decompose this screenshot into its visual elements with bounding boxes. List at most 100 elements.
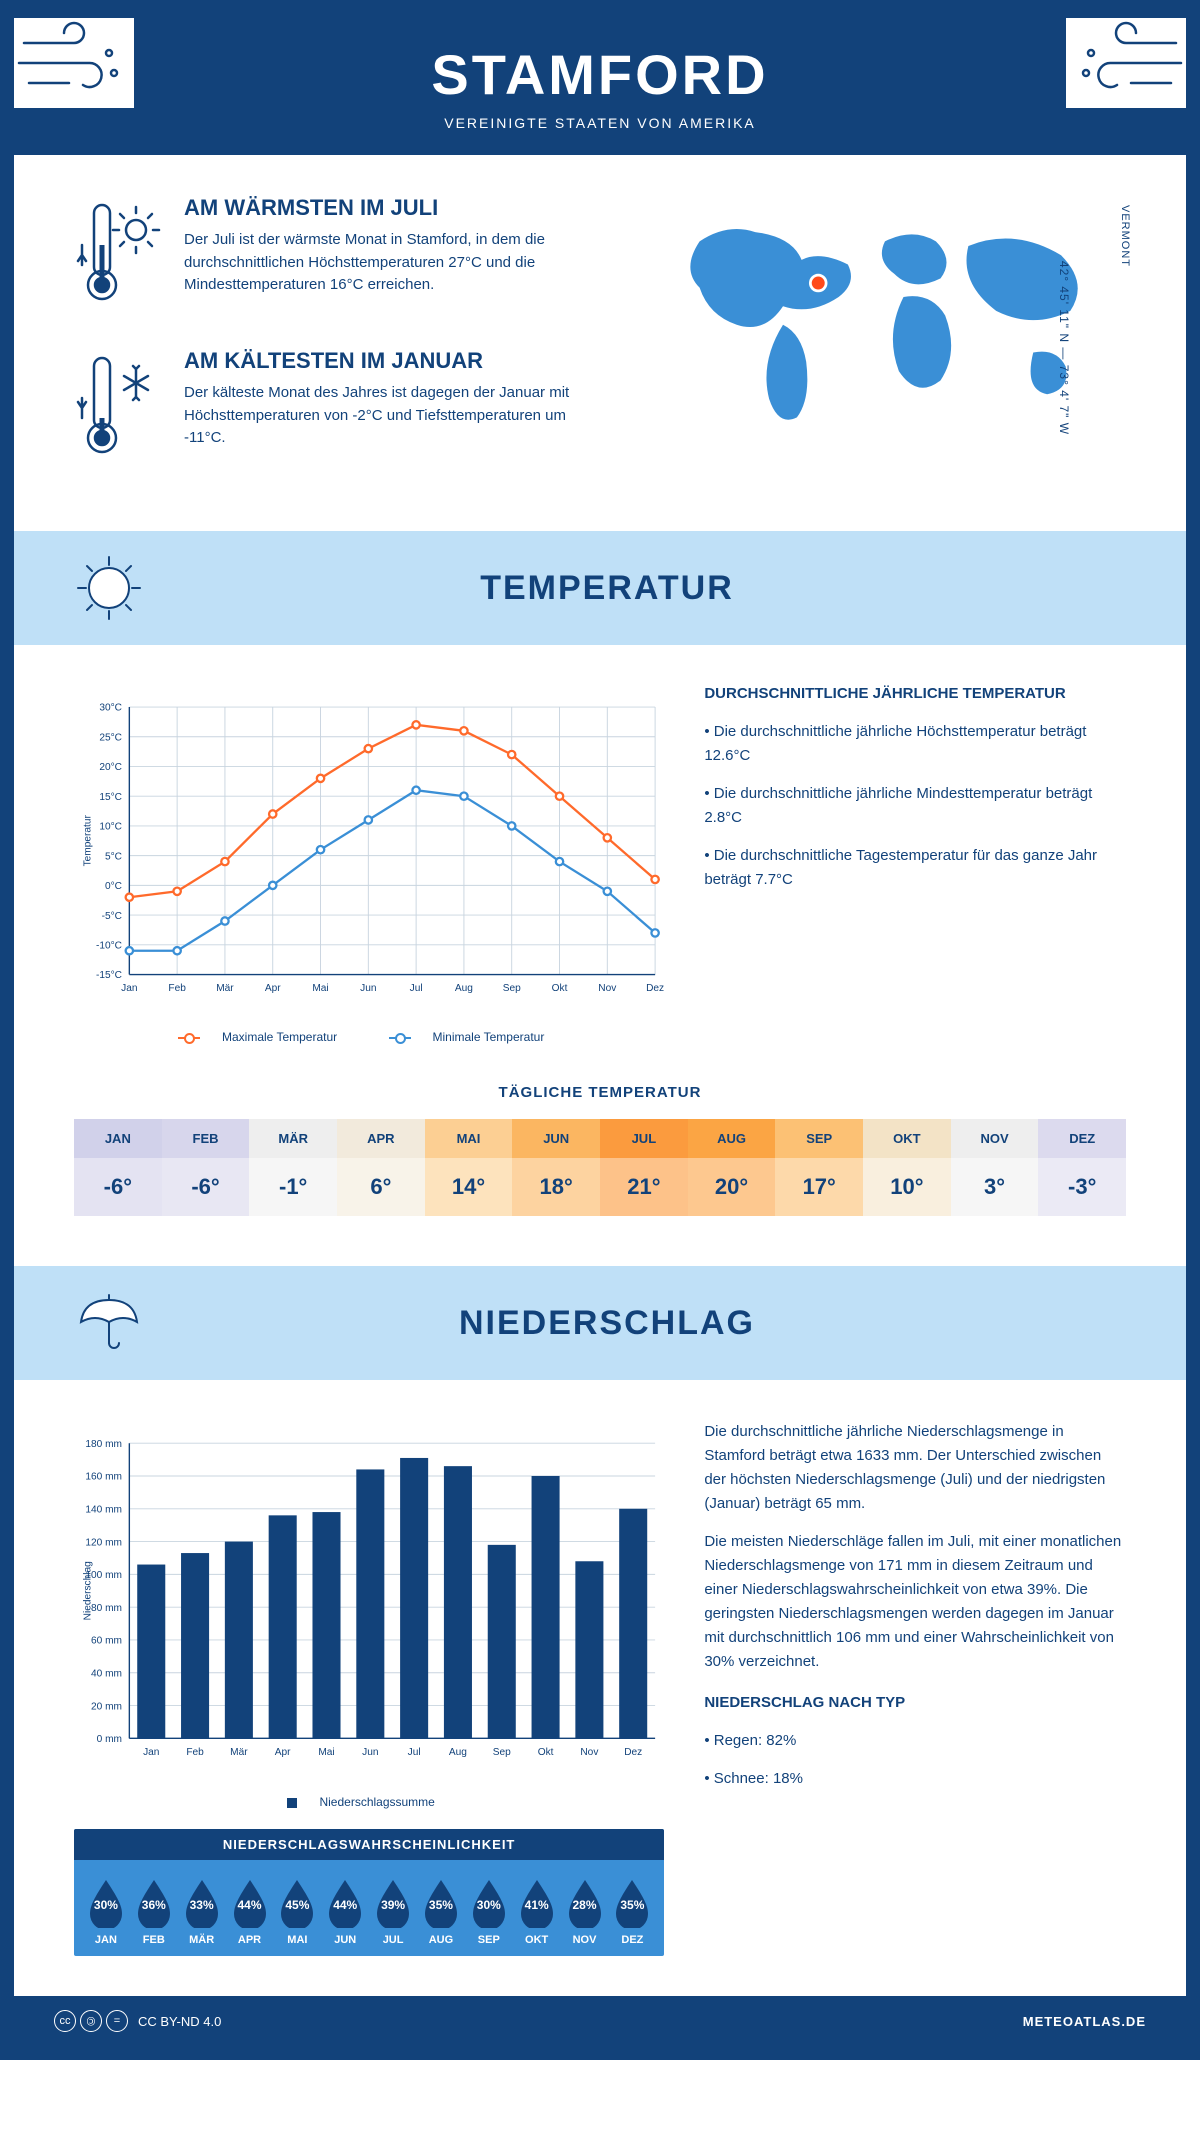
wind-icon [1066,18,1186,108]
precip-type: • Schnee: 18% [704,1767,1126,1791]
svg-text:Feb: Feb [186,1747,204,1758]
precip-type-title: NIEDERSCHLAG NACH TYP [704,1694,1126,1711]
coordinates: 42° 45' 11" N — 73° 4' 7" W [1057,261,1071,435]
svg-text:-5°C: -5°C [102,911,122,922]
thermometer-snow-icon [74,348,164,473]
svg-text:Sep: Sep [503,983,521,994]
raindrop-icon: 35% [610,1876,654,1928]
raindrop-icon: 44% [228,1876,272,1928]
svg-text:0 mm: 0 mm [97,1734,122,1745]
raindrop-icon: 36% [132,1876,176,1928]
raindrop-icon: 35% [419,1876,463,1928]
warmest-title: AM WÄRMSTEN IM JULI [184,195,604,221]
svg-text:Jul: Jul [408,1747,421,1758]
precip-text: Die meisten Niederschläge fallen im Juli… [704,1530,1126,1674]
temp-cell: MÄR -1° [249,1119,337,1216]
svg-text:160 mm: 160 mm [85,1472,122,1483]
temp-cell: DEZ -3° [1038,1119,1126,1216]
precipitation-section-header: NIEDERSCHLAG [14,1266,1186,1380]
prob-cell: 39% JUL [369,1876,417,1946]
svg-text:5°C: 5°C [105,851,122,862]
svg-text:10°C: 10°C [99,822,122,833]
prob-cell: 30% JAN [82,1876,130,1946]
raindrop-icon: 45% [275,1876,319,1928]
thermometer-sun-icon [74,195,164,320]
license-text: CC BY-ND 4.0 [138,2014,221,2029]
probability-box: NIEDERSCHLAGSWAHRSCHEINLICHKEIT 30% JAN … [74,1829,664,1956]
svg-text:Apr: Apr [275,1747,291,1758]
svg-text:Mai: Mai [312,983,328,994]
raindrop-icon: 30% [84,1876,128,1928]
svg-text:Feb: Feb [168,983,186,994]
svg-text:120 mm: 120 mm [85,1537,122,1548]
svg-text:180 mm: 180 mm [85,1439,122,1450]
daily-temp-title: TÄGLICHE TEMPERATUR [74,1084,1126,1101]
svg-text:-15°C: -15°C [96,970,122,981]
coldest-title: AM KÄLTESTEN IM JANUAR [184,348,604,374]
raindrop-icon: 41% [515,1876,559,1928]
raindrop-icon: 39% [371,1876,415,1928]
svg-text:Nov: Nov [598,983,617,994]
prob-cell: 33% MÄR [178,1876,226,1946]
prob-cell: 44% JUN [321,1876,369,1946]
svg-text:Niederschlag: Niederschlag [83,1561,94,1620]
warmest-text: Der Juli ist der wärmste Monat in Stamfo… [184,229,604,297]
city-title: STAMFORD [54,42,1146,107]
probability-title: NIEDERSCHLAGSWAHRSCHEINLICHKEIT [74,1829,664,1860]
svg-text:0°C: 0°C [105,881,122,892]
svg-text:-10°C: -10°C [96,940,122,951]
temp-cell: NOV 3° [951,1119,1039,1216]
svg-text:Jan: Jan [143,1747,159,1758]
header: STAMFORD VEREINIGTE STAATEN VON AMERIKA [14,14,1186,155]
svg-text:Temperatur: Temperatur [83,815,94,867]
svg-text:Sep: Sep [493,1747,511,1758]
svg-text:30°C: 30°C [99,703,122,714]
region-label: VERMONT [1119,205,1131,267]
temp-cell: APR 6° [337,1119,425,1216]
svg-text:Okt: Okt [552,983,568,994]
svg-text:Dez: Dez [624,1747,642,1758]
svg-text:80 mm: 80 mm [91,1603,122,1614]
svg-text:Mär: Mär [216,983,234,994]
chart-legend: Niederschlagssumme [74,1795,664,1809]
prob-cell: 41% OKT [513,1876,561,1946]
sun-icon [74,553,144,623]
temp-stat: • Die durchschnittliche jährliche Mindes… [704,782,1126,830]
temp-cell: FEB -6° [162,1119,250,1216]
svg-text:20°C: 20°C [99,762,122,773]
footer: cc🄯= CC BY-ND 4.0 METEOATLAS.DE [14,1996,1186,2046]
raindrop-icon: 28% [563,1876,607,1928]
prob-cell: 28% NOV [561,1876,609,1946]
svg-text:40 mm: 40 mm [91,1668,122,1679]
warmest-block: AM WÄRMSTEN IM JULI Der Juli ist der wär… [74,195,604,320]
temp-cell: AUG 20° [688,1119,776,1216]
precip-type: • Regen: 82% [704,1729,1126,1753]
svg-text:25°C: 25°C [99,732,122,743]
coldest-text: Der kälteste Monat des Jahres ist dagege… [184,382,604,450]
svg-text:Aug: Aug [455,983,473,994]
site-name: METEOATLAS.DE [1023,2014,1146,2029]
svg-text:Dez: Dez [646,983,664,994]
svg-text:Nov: Nov [580,1747,599,1758]
svg-text:Okt: Okt [538,1747,554,1758]
svg-text:20 mm: 20 mm [91,1701,122,1712]
svg-text:Jul: Jul [410,983,423,994]
infographic-page: STAMFORD VEREINIGTE STAATEN VON AMERIKA [0,0,1200,2060]
raindrop-icon: 33% [180,1876,224,1928]
precipitation-title: NIEDERSCHLAG [168,1304,1126,1343]
svg-text:Apr: Apr [265,983,281,994]
raindrop-icon: 44% [323,1876,367,1928]
temp-cell: JUN 18° [512,1119,600,1216]
temp-cell: SEP 17° [775,1119,863,1216]
temp-stat: • Die durchschnittliche Tagestemperatur … [704,844,1126,892]
wind-icon [14,18,134,108]
prob-cell: 44% APR [226,1876,274,1946]
temp-cell: OKT 10° [863,1119,951,1216]
temp-cell: JUL 21° [600,1119,688,1216]
temperature-title: TEMPERATUR [168,569,1126,608]
svg-text:60 mm: 60 mm [91,1636,122,1647]
temp-stats-title: DURCHSCHNITTLICHE JÄHRLICHE TEMPERATUR [704,685,1126,702]
svg-text:15°C: 15°C [99,792,122,803]
prob-cell: 36% FEB [130,1876,178,1946]
chart-legend: Maximale Temperatur Minimale Temperatur [74,1030,664,1044]
